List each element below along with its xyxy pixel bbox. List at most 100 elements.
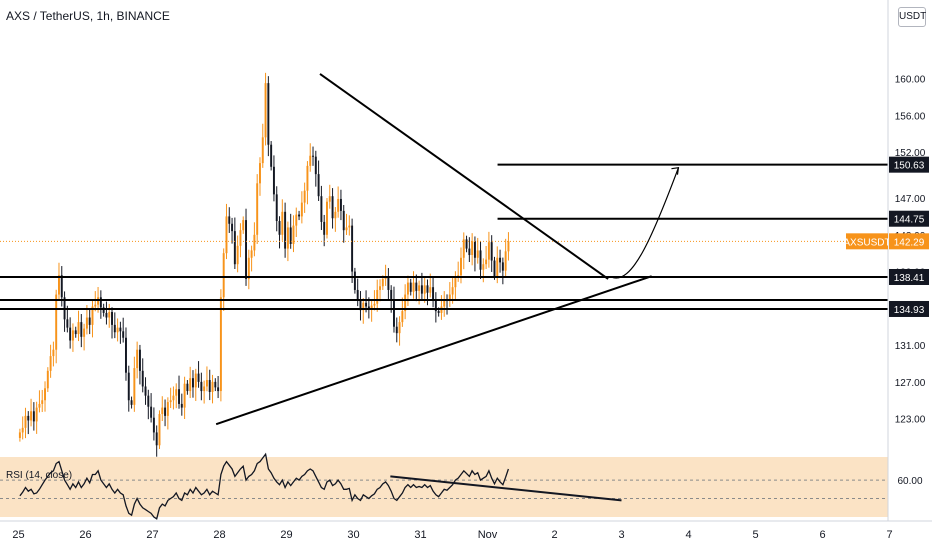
- candle: [256, 174, 259, 244]
- candle: [35, 401, 38, 434]
- candle-body: [473, 241, 476, 258]
- candle-body: [334, 211, 337, 219]
- candle-body: [395, 326, 398, 334]
- candle-body: [141, 370, 144, 387]
- candle: [443, 291, 446, 317]
- candle-body: [309, 155, 312, 166]
- candle: [465, 235, 468, 253]
- candle: [348, 215, 351, 236]
- candle: [264, 72, 267, 146]
- candle-body: [295, 214, 298, 226]
- y-tick-label: 152.00: [895, 148, 926, 159]
- candle-body: [356, 289, 359, 300]
- level-tag-value: 144.75: [894, 215, 925, 226]
- candle-body: [504, 251, 507, 271]
- rsi-label: RSI (14, close): [6, 470, 72, 481]
- candle: [320, 185, 323, 231]
- candle-body: [320, 196, 323, 222]
- candle-body: [236, 245, 239, 265]
- candle-body: [406, 282, 409, 295]
- symbol-tag-box: [846, 233, 888, 250]
- candle-body: [119, 327, 122, 332]
- candle: [38, 390, 41, 413]
- chart-title: AXS / TetherUS, 1h, BINANCE: [6, 9, 170, 23]
- rsi-band: [0, 457, 888, 517]
- candle-body: [429, 287, 432, 293]
- candle: [116, 318, 119, 342]
- candle: [18, 428, 21, 442]
- candle-body: [161, 407, 164, 415]
- candle-body: [351, 225, 354, 272]
- candle: [312, 146, 314, 166]
- candle: [362, 298, 365, 324]
- candle: [326, 198, 328, 239]
- candle-body: [401, 311, 404, 323]
- candle: [359, 291, 362, 321]
- candle-body: [130, 400, 133, 405]
- candle: [448, 282, 451, 307]
- triangle-upper-line: [319, 73, 609, 280]
- candle: [278, 216, 281, 249]
- candle-body: [225, 216, 228, 254]
- candle-body: [482, 264, 485, 270]
- candle-body: [150, 406, 153, 418]
- x-tick-label: 31: [414, 529, 426, 541]
- candle: [46, 367, 49, 392]
- candle: [133, 356, 136, 412]
- candle: [479, 241, 482, 279]
- axes: 160.00156.00152.00147.00143.00139.00135.…: [0, 0, 932, 541]
- candle: [317, 160, 320, 201]
- candle-body: [77, 322, 80, 335]
- candle: [21, 416, 24, 440]
- candle-body: [169, 400, 172, 403]
- candle-body: [58, 275, 60, 295]
- candle-body: [373, 303, 376, 306]
- candle: [99, 290, 102, 319]
- candle-body: [46, 370, 49, 389]
- candle-body: [487, 242, 490, 260]
- candle: [122, 317, 125, 343]
- candle-body: [289, 227, 292, 244]
- x-tick-label: Nov: [478, 529, 498, 541]
- candle: [239, 223, 242, 258]
- candle: [94, 291, 97, 312]
- candle-body: [158, 414, 161, 446]
- candle-body: [493, 260, 496, 277]
- candle-body: [80, 322, 83, 337]
- y-tick-label: 147.00: [895, 194, 926, 205]
- candle: [300, 191, 303, 224]
- candle-body: [21, 427, 24, 433]
- level-tag-box: [889, 210, 929, 227]
- candle: [353, 267, 356, 294]
- candle-body: [211, 381, 214, 392]
- level-tag-value: 134.93: [894, 305, 925, 316]
- candle: [24, 407, 27, 439]
- candle: [27, 411, 30, 435]
- candle-body: [434, 299, 437, 312]
- candle: [309, 143, 312, 172]
- candle-body: [393, 299, 395, 327]
- candle-body: [35, 407, 38, 422]
- candle: [286, 221, 289, 262]
- candle: [253, 222, 256, 257]
- candle-body: [32, 411, 35, 422]
- candle: [166, 397, 169, 430]
- symbol-tag-label: AXSUSDT: [843, 237, 890, 248]
- candle: [401, 297, 404, 327]
- candle: [144, 377, 147, 405]
- candle: [342, 205, 345, 243]
- candle-body: [24, 415, 27, 428]
- candle: [180, 393, 183, 416]
- candle-body: [331, 196, 334, 219]
- candle: [58, 262, 60, 301]
- candle: [485, 246, 488, 269]
- currency-button[interactable]: USDT: [898, 7, 926, 27]
- candle-body: [300, 202, 303, 217]
- candle: [233, 217, 236, 269]
- candle: [32, 402, 35, 431]
- candle: [387, 268, 390, 301]
- level-tag-value: 150.63: [894, 161, 925, 172]
- candle-body: [152, 417, 155, 433]
